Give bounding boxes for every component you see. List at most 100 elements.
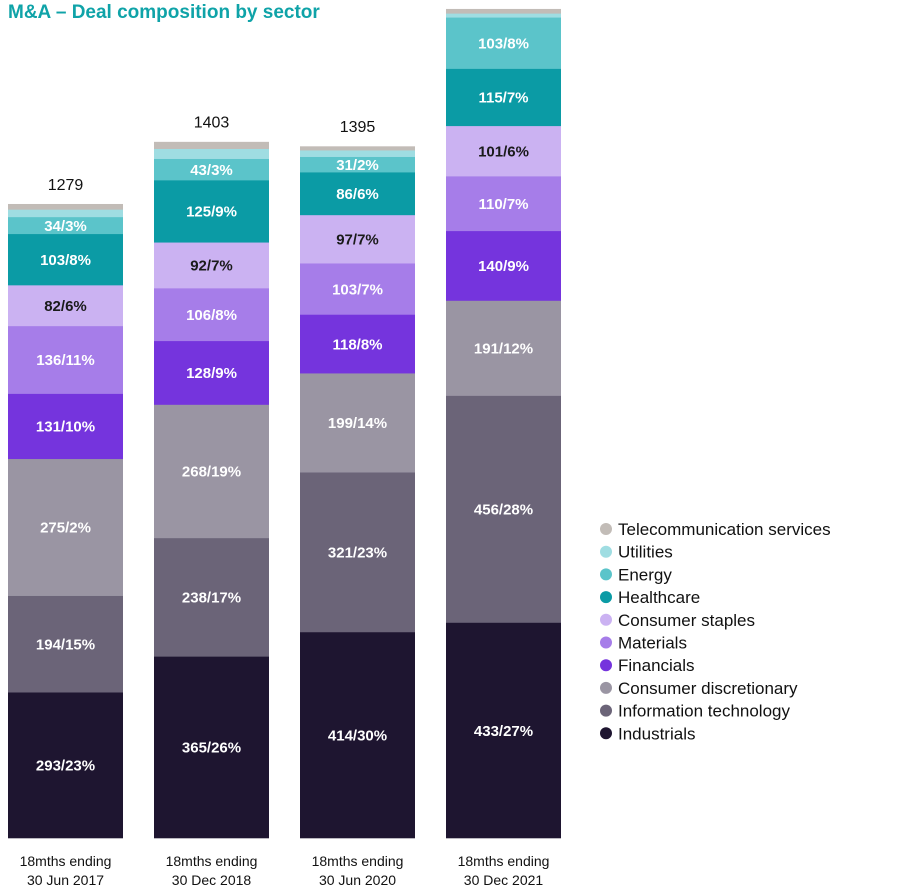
bar-segment-energy-2: [154, 158, 269, 181]
data-label-consumer-discretionary-3: 199/14%: [328, 415, 387, 432]
bar-segment-energy-1: [8, 216, 123, 235]
total-label-1: 1279: [48, 177, 84, 194]
data-label-financials-1: 131/10%: [36, 419, 95, 436]
data-label-healthcare-4: 115/7%: [478, 90, 528, 107]
bar-top-edge-3: [300, 145, 415, 147]
bar-segment-financials-1: [8, 393, 123, 460]
bar-segment-healthcare-2: [154, 180, 269, 243]
bar-segment-utilities-1: [8, 209, 123, 218]
bar-segment-consumer-discretionary-2: [154, 404, 269, 539]
legend-marker-financials: [600, 659, 612, 672]
bar-segment-consumer-staples-2: [154, 242, 269, 289]
bar-segment-utilities-2: [154, 148, 269, 159]
legend-label-materials: Materials: [618, 634, 687, 653]
legend-label-utilities: Utilities: [618, 543, 673, 562]
bar-segment-consumer-discretionary-3: [300, 373, 415, 473]
legend-label-healthcare: Healthcare: [618, 588, 700, 607]
data-label-healthcare-3: 86/6%: [336, 186, 379, 203]
legend-label-energy: Energy: [618, 565, 672, 584]
bar-segment-healthcare-3: [300, 172, 415, 216]
legend-marker-utilities: [600, 545, 612, 558]
legend-label-consumer-discretionary: Consumer discretionary: [618, 679, 798, 698]
data-label-industrials-4: 433/27%: [474, 723, 533, 740]
bar-segment-industrials-3: [300, 631, 415, 839]
bar-segment-information-technology-2: [154, 537, 269, 657]
bar-segment-consumer-staples-1: [8, 285, 123, 327]
bar-segment-utilities-3: [300, 150, 415, 157]
legend-marker-materials: [600, 636, 612, 649]
bar-segment-telecommunication-services-1: [8, 203, 123, 210]
legend-marker-energy: [600, 568, 612, 581]
bar-segment-telecommunication-services-2: [154, 141, 269, 149]
data-label-information-technology-1: 194/15%: [36, 636, 95, 653]
data-label-consumer-staples-1: 82/6%: [44, 298, 87, 315]
data-label-financials-4: 140/9%: [478, 258, 529, 275]
bar-segment-information-technology-4: [446, 395, 561, 623]
legend-marker-telecommunication-services: [600, 523, 612, 535]
data-label-information-technology-2: 238/17%: [182, 590, 241, 607]
bar-top-edge-4: [446, 7, 561, 9]
legend-marker-information-technology: [600, 704, 612, 717]
data-label-materials-4: 110/7%: [478, 196, 528, 213]
bar-segment-healthcare-4: [446, 68, 561, 127]
bar-segment-financials-3: [300, 314, 415, 374]
bar-segment-consumer-discretionary-1: [8, 458, 123, 596]
bar-segment-information-technology-3: [300, 472, 415, 633]
bar-segment-materials-3: [300, 263, 415, 315]
category-label-line1-1: 18mths ending: [20, 853, 112, 869]
category-label-line2-4: 30 Dec 2021: [464, 872, 544, 888]
bar-segment-consumer-staples-4: [446, 125, 561, 177]
category-label-line1-2: 18mths ending: [166, 853, 258, 869]
chart-title: M&A – Deal composition by sector: [8, 2, 320, 23]
category-label-line2-2: 30 Dec 2018: [172, 872, 252, 888]
data-label-materials-3: 103/7%: [332, 281, 383, 298]
legend-label-financials: Financials: [618, 656, 695, 675]
legend-label-consumer-staples: Consumer staples: [618, 611, 755, 630]
category-label-line2-1: 30 Jun 2017: [27, 872, 104, 888]
total-label-3: 1395: [340, 119, 376, 136]
bar-segment-financials-4: [446, 230, 561, 301]
data-label-healthcare-1: 103/8%: [40, 252, 91, 269]
data-label-consumer-staples-3: 97/7%: [336, 232, 379, 249]
bar-segment-information-technology-1: [8, 595, 123, 693]
bar-segment-financials-2: [154, 340, 269, 405]
legend-marker-industrials: [600, 727, 612, 740]
legend-label-telecommunication-services: Telecommunication services: [618, 520, 831, 539]
legend-marker-consumer-discretionary: [600, 681, 612, 694]
data-label-energy-4: 103/8%: [478, 35, 529, 52]
data-label-financials-2: 128/9%: [186, 365, 237, 382]
bar-segment-telecommunication-services-4: [446, 8, 561, 14]
bar-segment-consumer-discretionary-4: [446, 300, 561, 396]
category-label-line1-4: 18mths ending: [458, 853, 550, 869]
bar-segment-industrials-4: [446, 622, 561, 839]
data-label-information-technology-4: 456/28%: [474, 502, 533, 519]
bar-segment-utilities-4: [446, 13, 561, 18]
bar-segment-industrials-2: [154, 656, 269, 839]
bar-segment-materials-4: [446, 176, 561, 232]
bar-segment-industrials-1: [8, 692, 123, 839]
data-label-industrials-2: 365/26%: [182, 740, 241, 757]
data-label-consumer-staples-4: 101/6%: [478, 143, 529, 160]
legend-marker-healthcare: [600, 591, 612, 604]
bar-segment-telecommunication-services-3: [300, 146, 415, 151]
category-label-line2-3: 30 Jun 2020: [319, 872, 396, 888]
data-label-consumer-discretionary-1: 275/2%: [40, 520, 91, 537]
data-label-industrials-1: 293/23%: [36, 758, 95, 775]
data-label-energy-2: 43/3%: [190, 162, 233, 179]
data-label-energy-1: 34/3%: [44, 218, 87, 235]
data-label-consumer-discretionary-4: 191/12%: [474, 341, 533, 358]
bar-top-edge-2: [154, 140, 269, 142]
data-label-materials-1: 136/11%: [36, 352, 94, 369]
legend-label-industrials: Industrials: [618, 724, 695, 743]
data-label-energy-3: 31/2%: [336, 157, 379, 174]
data-label-materials-2: 106/8%: [186, 307, 237, 324]
data-label-financials-3: 118/8%: [332, 336, 382, 353]
bar-segment-energy-3: [300, 156, 415, 173]
bar-segment-materials-2: [154, 288, 269, 342]
bar-segment-energy-4: [446, 17, 561, 69]
data-label-consumer-discretionary-2: 268/19%: [182, 464, 241, 481]
bar-segment-materials-1: [8, 325, 123, 394]
category-label-line1-3: 18mths ending: [312, 853, 404, 869]
bar-segment-consumer-staples-3: [300, 214, 415, 264]
